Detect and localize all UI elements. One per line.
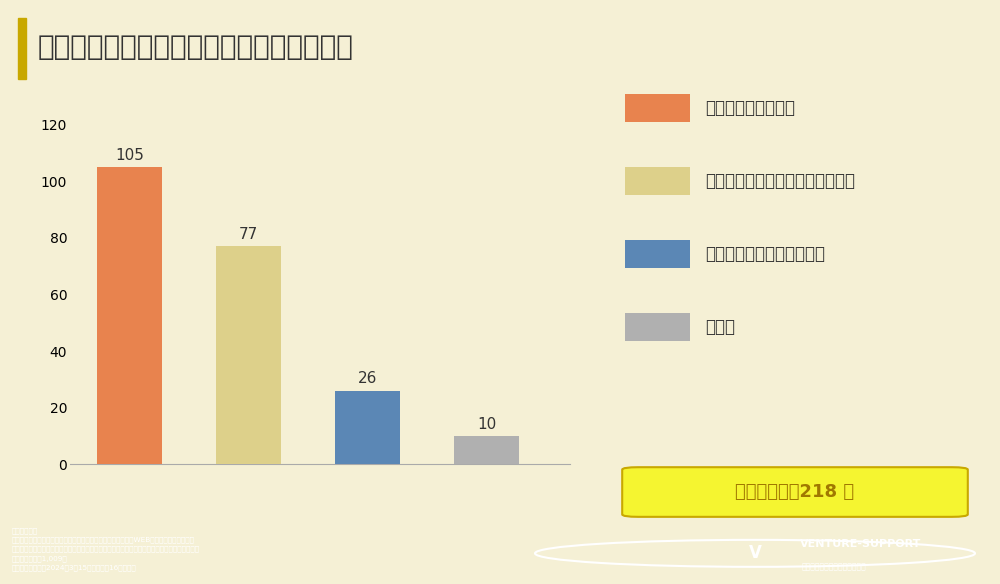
Text: ベンチャーサポート税理士法人: ベンチャーサポート税理士法人 [802, 562, 867, 571]
Bar [454, 436, 519, 464]
Text: 10: 10 [477, 417, 496, 432]
Bar [216, 246, 281, 464]
Text: 新商品や新サービスの開発: 新商品や新サービスの開発 [705, 245, 825, 263]
Text: 77: 77 [239, 227, 258, 242]
Text: 価格転嫁できた主な理由を教えてください: 価格転嫁できた主な理由を教えてください [38, 33, 354, 61]
Text: 105: 105 [115, 148, 144, 163]
FancyBboxPatch shape [622, 467, 968, 517]
Text: 取引先との価格交渉: 取引先との価格交渉 [705, 99, 795, 117]
Text: V: V [749, 544, 761, 562]
Text: その他: その他 [705, 318, 735, 336]
Text: ＜調査概要＞
・調査方法：ゼネラルリサーチ株式会社のモニターを利用したWEBアンケート方式で実施
・調査の対象：ゼネラルリサーチ社登録モニターのうち、全国の中小: ＜調査概要＞ ・調査方法：ゼネラルリサーチ株式会社のモニターを利用したWEBアン… [12, 527, 200, 571]
Text: 業界全体での価格調整・理解促進: 業界全体での価格調整・理解促進 [705, 172, 855, 190]
Text: VENTURE-SUPPORT: VENTURE-SUPPORT [800, 539, 921, 549]
Bar [335, 391, 400, 464]
Bar [97, 167, 162, 464]
Text: 26: 26 [358, 371, 377, 387]
Text: 有効回答数：218 人: 有効回答数：218 人 [735, 483, 855, 501]
